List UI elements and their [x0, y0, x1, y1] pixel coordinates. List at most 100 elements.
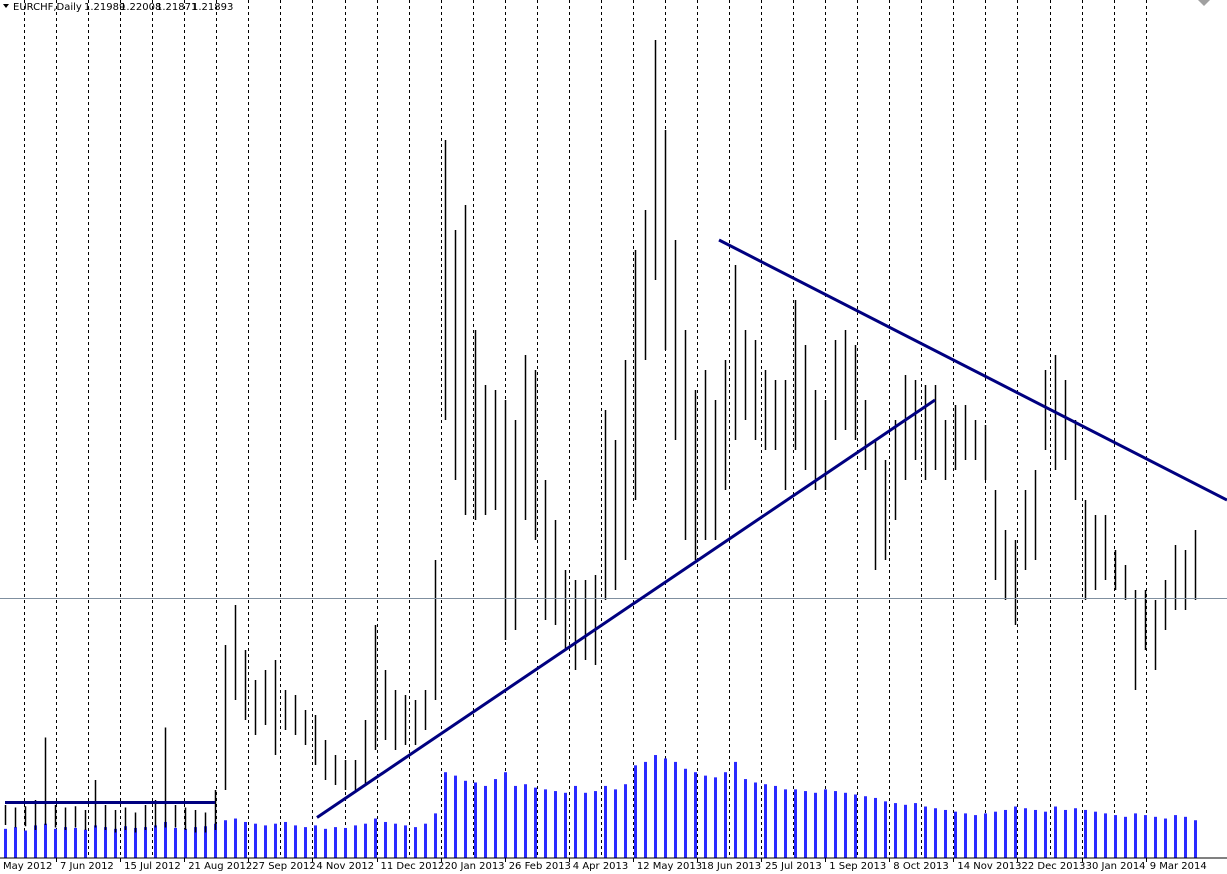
volume-bar [1104, 813, 1107, 858]
volume-bar [624, 784, 627, 858]
volume-bar [1084, 809, 1087, 858]
volume-bar [674, 761, 677, 858]
volume-bar [504, 772, 507, 858]
volume-bar [1124, 816, 1127, 858]
volume-bar [1004, 809, 1007, 858]
volume-bar [724, 772, 727, 858]
volume-bar [1154, 816, 1157, 858]
volume-bar [434, 813, 437, 858]
x-tick-label: 20 Jan 2013 [445, 861, 505, 872]
volume-bar [924, 806, 927, 858]
volume-bar [554, 791, 557, 858]
volume-bar [544, 789, 547, 858]
volume-bar [644, 761, 647, 858]
volume-bar [374, 818, 377, 858]
volume-bar [1134, 813, 1137, 858]
volume-bar [734, 761, 737, 858]
volume-bar [34, 825, 37, 858]
volume-bar [764, 784, 767, 858]
last-high: 1.22008 [120, 2, 161, 13]
volume-bar [854, 794, 857, 858]
trendline-layer [0, 238, 1227, 819]
volume-bar [604, 785, 607, 858]
x-tick-label: 1 Sep 2013 [829, 861, 886, 872]
volume-bar [1184, 816, 1187, 858]
volume-bar [844, 792, 847, 858]
volume-bar [254, 823, 257, 858]
volume-bar [884, 801, 887, 858]
volume-bar [1174, 815, 1177, 858]
volume-bar [324, 828, 327, 858]
volume-bar [874, 797, 877, 858]
volume-bar [344, 827, 347, 858]
volume-bar [814, 792, 817, 858]
volume-bar [24, 830, 27, 858]
volume-bar [54, 828, 57, 858]
volume-bar [1034, 809, 1037, 858]
volume-bar [294, 825, 297, 858]
volume-bar [754, 782, 757, 858]
volume-bar [944, 809, 947, 858]
volume-bar [594, 791, 597, 858]
volume-bar [984, 813, 987, 858]
volume-bar [1074, 808, 1077, 858]
volume-bar [44, 823, 47, 858]
volume-bar [1064, 809, 1067, 858]
volume-bar [974, 815, 977, 858]
volume-bar [334, 827, 337, 858]
volume-bar [144, 827, 147, 858]
volume-bar [314, 825, 317, 858]
volume-bar [414, 827, 417, 858]
last-low: 1.21871 [156, 2, 197, 13]
x-tick-label: 27 Sep 2012 [252, 861, 315, 872]
volume-bar [564, 792, 567, 858]
volume-bar [404, 825, 407, 858]
volume-bar [744, 779, 747, 858]
x-tick-label: 30 Jan 2014 [1086, 861, 1146, 872]
trendline [316, 398, 936, 819]
volume-bar [474, 782, 477, 858]
last-close: 1.21893 [192, 2, 233, 13]
volume-bar [494, 779, 497, 858]
volume-bar [994, 811, 997, 858]
menu-arrow[interactable] [3, 4, 9, 8]
volume-bar [244, 821, 247, 858]
volume-bar [424, 823, 427, 858]
shift-marker[interactable] [1198, 0, 1210, 6]
volume-bar [514, 785, 517, 858]
volume-bar [834, 791, 837, 858]
volume-bar [224, 820, 227, 858]
volume-bar [174, 827, 177, 858]
volume-bar [634, 765, 637, 858]
volume-bar [904, 804, 907, 858]
volume-bar [1164, 818, 1167, 858]
symbol-title: EURCHF,Daily [13, 2, 82, 13]
volume-bar [114, 828, 117, 858]
volume-bar [1094, 811, 1097, 858]
trendline [718, 238, 1227, 502]
volume-bar [664, 758, 667, 858]
volume-bar [1144, 815, 1147, 858]
volume-bar [464, 780, 467, 858]
x-tick-label: 12 May 2013 [637, 861, 702, 872]
volume-bar [794, 789, 797, 858]
volume-bar [954, 811, 957, 858]
volume-bar [204, 826, 207, 858]
volume-bar [444, 772, 447, 858]
volume-bar [774, 785, 777, 858]
volume-bar [134, 827, 137, 858]
volume-bar [384, 821, 387, 858]
volume-bar [804, 791, 807, 858]
last-open: 1.21989 [84, 2, 125, 13]
volume-bar [64, 827, 67, 858]
volume-bar [284, 821, 287, 858]
volume-bar [824, 789, 827, 858]
volume-bar [1054, 806, 1057, 858]
volume-bar [304, 827, 307, 858]
x-tick-label: 22 Dec 2013 [1022, 861, 1086, 872]
volume-bar [484, 785, 487, 858]
volume-bar [914, 803, 917, 858]
volume-bar [94, 825, 97, 858]
volume-bar [164, 821, 167, 858]
